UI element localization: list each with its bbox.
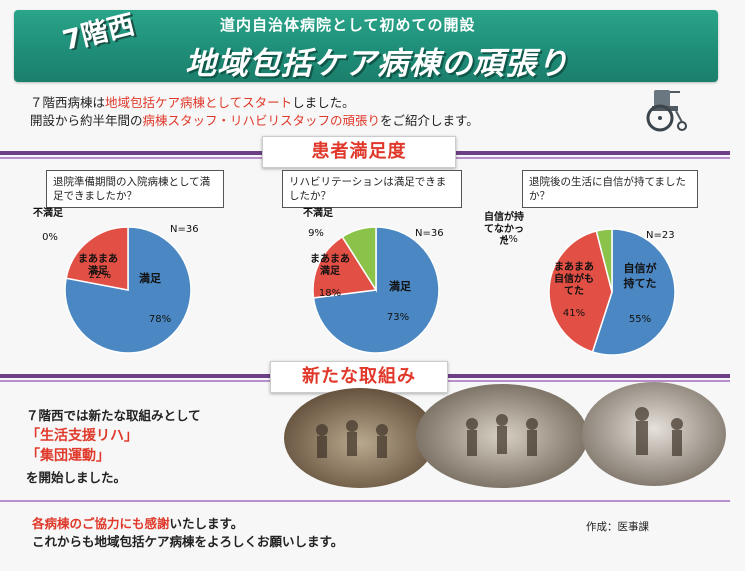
header-banner xyxy=(14,10,718,82)
sample-size-label: N=23 xyxy=(646,230,675,241)
slice-label: まあまあ満足 xyxy=(310,252,350,277)
intro-line-1: ７階西病棟は地域包括ケア病棟としてスタートしました。 xyxy=(30,92,355,111)
pie-slice xyxy=(65,226,129,291)
sample-size-label: N=36 xyxy=(415,228,444,239)
survey-question-3: 退院後の生活に自信が持てましたか？ xyxy=(522,170,698,208)
slice-percent: 4% xyxy=(502,234,518,245)
initiative-item-1: 「生活支援リハ」 xyxy=(26,428,138,444)
pie-slice xyxy=(312,235,378,299)
slice-percent: 22% xyxy=(89,270,111,281)
slice-percent: 41% xyxy=(563,308,585,319)
slice-percent: 78% xyxy=(149,314,171,325)
intro-text: をご紹介します。 xyxy=(380,113,479,128)
footer-thanks: 各病棟のご協力にも感謝いたします。 xyxy=(32,513,243,532)
slice-label: 満足 xyxy=(139,271,162,285)
footer-thanks-text: いたします。 xyxy=(169,516,244,531)
slice-label: まあまあ満足 xyxy=(78,252,118,277)
intro-highlight: 地域包括ケア病棟としてスタート xyxy=(105,95,293,110)
footer-thanks-highlight: 各病棟のご協力にも感謝 xyxy=(32,516,170,531)
section-satisfaction-title: 患者満足度 xyxy=(262,136,456,168)
sample-size-label: N=36 xyxy=(170,224,199,235)
initiatives-intro: ７階西では新たな取組みとして xyxy=(26,408,201,423)
pie-slice xyxy=(595,228,613,293)
intro-text: 開設から約半年間の xyxy=(30,113,143,128)
slice-percent: 55% xyxy=(629,314,651,325)
pie-slice xyxy=(548,230,613,353)
rehab-photos xyxy=(284,382,726,488)
initiative-item-2: 「集団運動」 xyxy=(26,448,110,464)
footer-author: 作成：医事課 xyxy=(586,521,649,533)
slice-label: 自信が持てた xyxy=(624,261,657,290)
intro-text: しました。 xyxy=(292,95,355,110)
slice-percent: 73% xyxy=(387,312,409,323)
slice-label: 不満足 xyxy=(303,206,334,219)
slice-percent: 18% xyxy=(319,288,341,299)
intro-line-2: 開設から約半年間の病棟スタッフ・リハビリスタッフの頑張りをご紹介します。 xyxy=(30,110,479,129)
pie-slice xyxy=(341,226,377,293)
pie-slice xyxy=(591,228,676,356)
footer-request: これからも地域包括ケア病棟をよろしくお願いします。 xyxy=(32,534,344,549)
intro-highlight: 病棟スタッフ・リハビリスタッフの頑張り xyxy=(142,113,381,128)
slice-percent: 0% xyxy=(42,232,58,243)
header-subtitle: 道内自治体病院として初めての開設 xyxy=(220,16,476,34)
survey-question-1: 退院準備期間の入院病棟として満足できましたか？ xyxy=(46,170,224,208)
wheelchair-icon xyxy=(646,90,687,132)
survey-question-2: リハビリテーションは満足できましたか？ xyxy=(282,170,462,208)
page-title: 地域包括ケア病棟の頑張り xyxy=(185,46,569,82)
slice-label: まあまあ自信がもてた xyxy=(554,260,594,297)
intro-text: ７階西病棟は xyxy=(30,95,106,110)
slice-label: 自信が持てなかった xyxy=(484,210,524,247)
slice-percent: 9% xyxy=(308,228,324,239)
initiatives-outro: を開始しました。 xyxy=(26,470,127,485)
footer-divider xyxy=(0,500,730,502)
slice-label: 満足 xyxy=(389,279,412,293)
slice-label: 不満足 xyxy=(33,206,64,219)
